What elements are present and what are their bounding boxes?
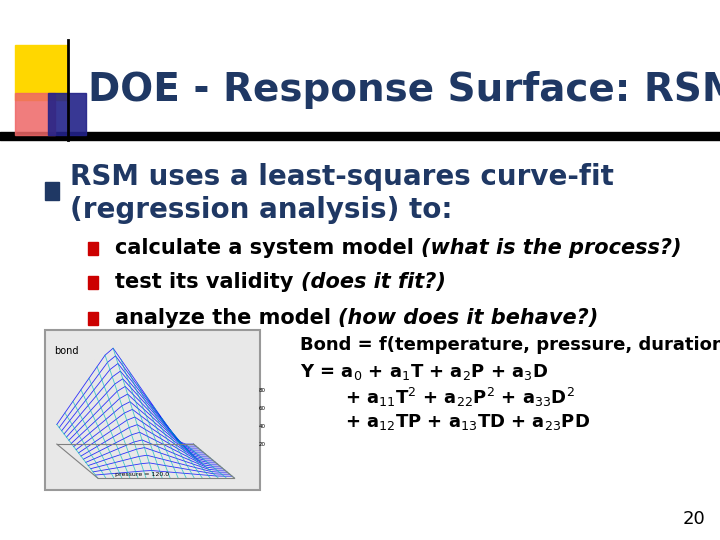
Text: + a$_{11}$T$^2$ + a$_{22}$P$^2$ + a$_{33}$D$^2$: + a$_{11}$T$^2$ + a$_{22}$P$^2$ + a$_{33… — [345, 386, 575, 409]
Text: analyze the model: analyze the model — [115, 308, 338, 328]
Text: calculate a system model: calculate a system model — [115, 238, 421, 258]
Text: Bond = f(temperature, pressure, duration): Bond = f(temperature, pressure, duration… — [300, 336, 720, 354]
Text: 20: 20 — [259, 442, 266, 447]
Bar — [15, 45, 67, 100]
Bar — [88, 276, 98, 289]
Bar — [45, 182, 59, 200]
Text: (how does it behave?): (how does it behave?) — [338, 308, 598, 328]
Text: (regression analysis) to:: (regression analysis) to: — [70, 196, 452, 224]
Bar — [88, 312, 98, 325]
Text: DOE - Response Surface: RSM: DOE - Response Surface: RSM — [88, 71, 720, 109]
Text: pressure = 120.0: pressure = 120.0 — [115, 472, 169, 477]
Text: (does it fit?): (does it fit?) — [301, 272, 446, 292]
Bar — [45, 330, 260, 490]
Text: RSM uses a least-squares curve-fit: RSM uses a least-squares curve-fit — [70, 163, 614, 191]
Text: (what is the process?): (what is the process?) — [421, 238, 682, 258]
Text: 40: 40 — [259, 424, 266, 429]
Bar — [15, 93, 55, 135]
Text: bond: bond — [54, 346, 78, 355]
Text: Y = a$_0$ + a$_1$T + a$_2$P + a$_3$D: Y = a$_0$ + a$_1$T + a$_2$P + a$_3$D — [300, 362, 549, 382]
Bar — [88, 242, 98, 255]
Text: 20: 20 — [683, 510, 705, 528]
Text: test its validity: test its validity — [115, 272, 301, 292]
Bar — [48, 93, 86, 135]
Text: 80: 80 — [259, 388, 266, 393]
Text: + a$_{12}$TP + a$_{13}$TD + a$_{23}$PD: + a$_{12}$TP + a$_{13}$TD + a$_{23}$PD — [345, 412, 590, 432]
Text: 60: 60 — [259, 406, 266, 411]
